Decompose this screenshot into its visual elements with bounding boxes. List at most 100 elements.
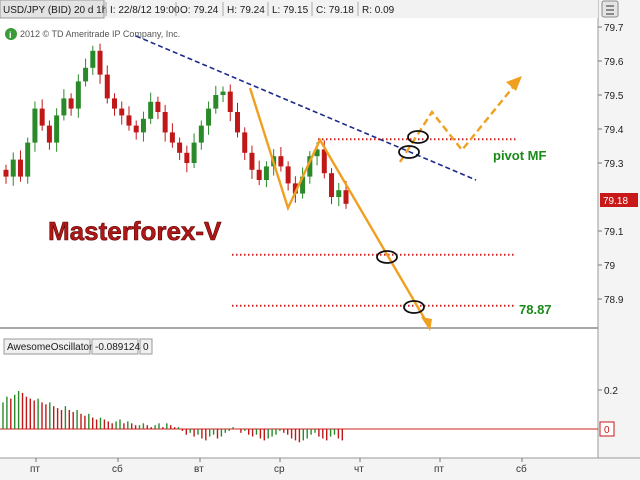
- price-tick-label: 79: [604, 261, 616, 272]
- candle-body: [314, 149, 320, 157]
- forecast-up-arrow: [398, 85, 515, 163]
- oscillator-bars: 0.20: [0, 386, 618, 443]
- down-arrow-head: [421, 317, 432, 331]
- indicator-value-box: [91, 338, 139, 355]
- marker-ellipse-1: [407, 130, 429, 144]
- candle-body: [343, 190, 349, 204]
- candle-body: [3, 169, 9, 177]
- candle-body: [285, 166, 291, 184]
- candle-body: [307, 156, 313, 177]
- candle-body: [32, 108, 38, 143]
- candle-body: [177, 142, 183, 153]
- time-tick-label: пт: [30, 464, 40, 475]
- header-low: L: 79.15: [272, 5, 309, 16]
- price-tick-label: 79.3: [604, 159, 624, 170]
- time-tick-label: пт: [434, 464, 444, 475]
- osc-zero-label: 0: [604, 425, 610, 436]
- candle-body: [39, 108, 45, 126]
- indicator-value: -0.089124: [95, 342, 140, 353]
- candle-body: [148, 101, 154, 119]
- price-tick-label: 79.5: [604, 91, 624, 102]
- symbol-box[interactable]: [0, 0, 105, 19]
- candle-body: [61, 98, 67, 116]
- candle-body: [46, 125, 52, 143]
- watermark-text: Masterforex-V: [48, 216, 222, 246]
- candle-body: [234, 112, 240, 133]
- up-arrow-head: [506, 76, 522, 91]
- downtrend-line: [135, 35, 477, 181]
- last-price-label: 79.18: [603, 196, 628, 207]
- candle-body: [249, 152, 255, 170]
- price-tick-label: 79.6: [604, 57, 624, 68]
- candle-body: [300, 176, 306, 194]
- candle-body: [126, 115, 132, 126]
- candle-body: [162, 112, 168, 133]
- candle-body: [336, 190, 342, 197]
- menu-icon: [606, 5, 614, 15]
- candle-body: [206, 108, 212, 126]
- candle-body: [329, 173, 335, 197]
- price-tick-label: 78.9: [604, 295, 624, 306]
- candle-body: [213, 95, 219, 109]
- indicator-name-box[interactable]: [3, 338, 91, 355]
- candle-body: [242, 132, 248, 153]
- osc-tick-label: 0.2: [604, 386, 618, 397]
- candle-body: [90, 50, 96, 68]
- pivot-label: pivot MF: [493, 148, 546, 163]
- header-date: I: 22/8/12 19:00: [110, 5, 180, 16]
- price-axis-panel: [598, 0, 640, 480]
- price-tick-label: 79.4: [604, 125, 624, 136]
- forecast-down-arrow: [248, 87, 432, 329]
- candle-body: [54, 115, 60, 143]
- candle-body: [75, 81, 81, 109]
- candle-body: [191, 142, 197, 163]
- candle-body: [198, 125, 204, 143]
- settings-icon[interactable]: [601, 0, 619, 18]
- last-price-tag: [600, 193, 638, 207]
- time-tick-label: сб: [516, 463, 527, 475]
- candle-body: [25, 142, 31, 177]
- price-tick-label: 79.7: [604, 23, 624, 34]
- candle-body: [184, 152, 190, 163]
- indicator-extra: 0: [143, 342, 149, 353]
- marker-ellipse-3: [376, 250, 398, 264]
- candle-body: [83, 67, 89, 82]
- candle-body: [321, 149, 327, 174]
- indicator-extra-box: [139, 338, 153, 355]
- candle-body: [119, 108, 125, 116]
- marker-ellipse-4: [403, 300, 425, 314]
- time-tick-label: сб: [112, 463, 123, 475]
- info-icon-glyph: i: [9, 30, 12, 40]
- candle-body: [155, 101, 161, 112]
- candle-body: [133, 125, 139, 133]
- header-range: R: 0.09: [362, 5, 395, 16]
- time-axis-panel: [0, 458, 640, 480]
- time-ticks: пт сб вт ср чт пт сб: [30, 458, 527, 475]
- candle-body: [256, 169, 262, 180]
- indicator-name: AwesomeOscillator: [7, 342, 93, 353]
- candle-body: [292, 183, 298, 194]
- header-high: H: 79.24: [227, 5, 265, 16]
- marker-ellipse-2: [398, 145, 420, 159]
- info-icon[interactable]: [5, 28, 17, 40]
- price-tick-label: 79.1: [604, 227, 624, 238]
- candle-body: [263, 166, 269, 180]
- time-tick-label: чт: [354, 464, 364, 475]
- header-open: O: 79.24: [180, 5, 219, 16]
- header-close: C: 79.18: [316, 5, 354, 16]
- candle-body: [10, 159, 16, 177]
- candle-body: [112, 98, 118, 109]
- candle-body: [68, 98, 74, 109]
- candle-body: [104, 74, 110, 99]
- time-tick-label: ср: [274, 464, 285, 475]
- candle-body: [17, 159, 23, 177]
- candle-body: [278, 156, 284, 167]
- candle-body: [220, 91, 226, 95]
- osc-zero-tag: [599, 421, 615, 437]
- candle-body: [140, 118, 146, 133]
- price-ticks: 79.7 79.6 79.5 79.4 79.3 79.1 79 78.9: [598, 23, 624, 306]
- header-bar: [0, 0, 598, 18]
- candle-body: [169, 132, 175, 143]
- candles: [3, 43, 349, 209]
